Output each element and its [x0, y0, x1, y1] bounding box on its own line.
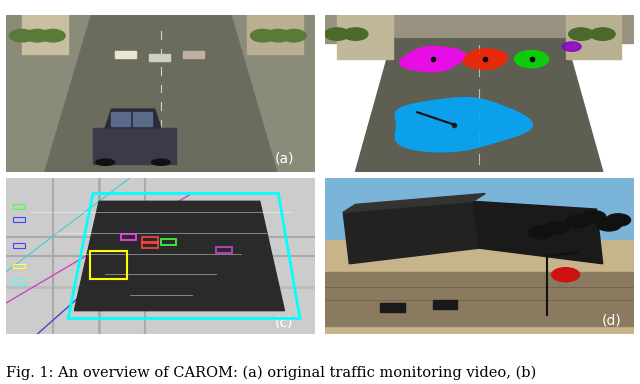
Bar: [133, 112, 152, 126]
Text: (b): (b): [602, 151, 622, 166]
Polygon shape: [105, 109, 161, 128]
Polygon shape: [473, 201, 603, 264]
Polygon shape: [563, 42, 581, 51]
Ellipse shape: [152, 159, 170, 166]
Bar: [216, 247, 232, 253]
Bar: [121, 234, 136, 240]
Circle shape: [10, 30, 34, 42]
Circle shape: [596, 218, 621, 231]
Circle shape: [343, 28, 368, 40]
Text: (d): (d): [602, 314, 622, 328]
Polygon shape: [74, 201, 284, 311]
Circle shape: [282, 30, 306, 42]
Polygon shape: [515, 51, 548, 68]
Ellipse shape: [96, 159, 115, 166]
Bar: [142, 242, 158, 248]
Circle shape: [25, 30, 50, 42]
Circle shape: [40, 30, 65, 42]
Bar: [161, 239, 177, 245]
Text: Fig. 1: An overview of CAROM: (a) original traffic monitoring video, (b): Fig. 1: An overview of CAROM: (a) origin…: [6, 366, 537, 380]
Polygon shape: [37, 15, 284, 172]
Bar: [148, 55, 170, 61]
Circle shape: [324, 28, 349, 40]
Bar: [22, 15, 68, 55]
Circle shape: [266, 30, 291, 42]
Polygon shape: [396, 98, 532, 152]
Bar: [115, 51, 136, 58]
Polygon shape: [343, 201, 479, 264]
Bar: [111, 112, 130, 126]
Circle shape: [581, 211, 606, 223]
Circle shape: [606, 214, 630, 226]
Bar: [380, 303, 405, 312]
Circle shape: [250, 30, 275, 42]
Polygon shape: [400, 46, 466, 71]
Circle shape: [590, 28, 615, 40]
Circle shape: [544, 222, 569, 234]
Polygon shape: [343, 194, 485, 212]
Bar: [248, 15, 303, 55]
Bar: [13, 280, 25, 284]
Circle shape: [552, 268, 580, 282]
Bar: [6, 15, 316, 43]
Polygon shape: [6, 15, 90, 172]
Bar: [337, 15, 392, 59]
Bar: [324, 15, 634, 43]
Text: (c): (c): [275, 315, 294, 329]
Text: (a): (a): [275, 151, 294, 166]
Circle shape: [529, 226, 553, 239]
Bar: [182, 51, 204, 58]
Polygon shape: [356, 39, 603, 172]
Bar: [13, 264, 25, 268]
Bar: [13, 204, 25, 209]
Bar: [324, 271, 634, 326]
Polygon shape: [463, 49, 508, 69]
Bar: [566, 15, 621, 59]
Bar: [142, 237, 158, 243]
Bar: [433, 300, 458, 309]
Bar: [324, 240, 634, 334]
Polygon shape: [232, 15, 316, 172]
Bar: [90, 251, 127, 280]
Polygon shape: [93, 128, 177, 164]
Circle shape: [566, 215, 590, 228]
Bar: [13, 243, 25, 248]
Bar: [13, 217, 25, 222]
Circle shape: [569, 28, 593, 40]
Bar: [324, 178, 634, 240]
